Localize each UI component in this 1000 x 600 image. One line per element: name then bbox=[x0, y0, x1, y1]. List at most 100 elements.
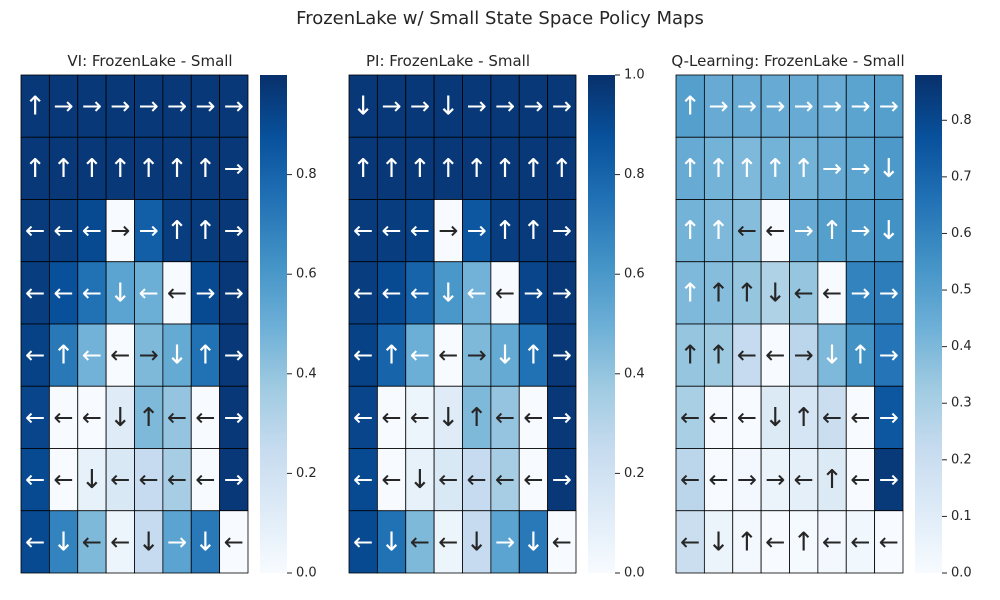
heatmap-cell bbox=[874, 74, 904, 138]
heatmap-cell bbox=[518, 385, 549, 449]
policy-arrow-up: ↑ bbox=[679, 216, 701, 246]
policy-arrow-left: ← bbox=[495, 403, 515, 431]
policy-arrow-down: ↓ bbox=[81, 465, 103, 495]
policy-arrow-right: → bbox=[879, 341, 899, 369]
policy-arrow-left: ← bbox=[850, 528, 870, 556]
heatmap-cell bbox=[48, 385, 79, 449]
heatmap-cell bbox=[703, 385, 734, 449]
policy-arrow-left: ← bbox=[82, 279, 102, 307]
heatmap-cell bbox=[845, 323, 876, 387]
heatmap-cell bbox=[462, 199, 492, 263]
colorbar-tick-label: 0.0 bbox=[624, 566, 645, 581]
policy-arrow-up: ↑ bbox=[138, 403, 160, 433]
heatmap-cell bbox=[105, 448, 135, 512]
policy-arrow-right: → bbox=[438, 217, 458, 245]
heatmap-cell bbox=[547, 261, 577, 325]
heatmap-cell bbox=[162, 261, 192, 325]
heatmap-cell bbox=[675, 74, 705, 138]
heatmap-cell bbox=[675, 385, 705, 449]
policy-arrow-left: ← bbox=[709, 466, 729, 494]
heatmap-cell bbox=[874, 199, 904, 263]
heatmap-cell bbox=[732, 136, 762, 200]
heatmap-cell bbox=[48, 323, 79, 387]
policy-arrow-up: ↑ bbox=[764, 154, 786, 184]
policy-arrow-left: ← bbox=[523, 403, 543, 431]
heatmap-panel-2: ↑ → → → → → → →↑ ↑ ↑ ↑ ↑ → → ↓↑ ↑ ← ← → ↑ → ↓↑ ↑ ↑ ↓ ← ← → →↑ ↑ ← ← → ↓ ↑ →… bbox=[675, 74, 972, 581]
heatmap-cell bbox=[190, 136, 221, 200]
policy-arrow-up: ↑ bbox=[551, 154, 573, 184]
policy-arrow-right: → bbox=[850, 92, 870, 120]
policy-arrow-up: ↑ bbox=[195, 216, 217, 246]
heatmap-cell bbox=[817, 510, 847, 574]
policy-arrow-left: ← bbox=[438, 341, 458, 369]
heatmap-cell bbox=[219, 323, 249, 387]
policy-arrow-right: → bbox=[794, 92, 814, 120]
policy-arrow-right: → bbox=[879, 466, 899, 494]
heatmap-cell bbox=[675, 448, 705, 512]
policy-arrow-down: ↓ bbox=[437, 278, 459, 308]
policy-arrow-left: ← bbox=[25, 279, 45, 307]
policy-arrow-left: ← bbox=[195, 466, 215, 494]
heatmap-cell bbox=[518, 448, 549, 512]
heatmap-cell bbox=[219, 74, 249, 138]
policy-arrow-up: ↑ bbox=[466, 403, 488, 433]
policy-arrow-right: → bbox=[879, 92, 899, 120]
heatmap-cell bbox=[77, 385, 107, 449]
policy-arrow-up: ↑ bbox=[523, 341, 545, 371]
policy-arrow-right: → bbox=[82, 92, 102, 120]
policy-arrow-up: ↑ bbox=[166, 154, 188, 184]
policy-arrow-left: ← bbox=[82, 528, 102, 556]
heatmap-cell bbox=[77, 199, 107, 263]
policy-arrow-left: ← bbox=[353, 528, 373, 556]
policy-arrow-left: ← bbox=[25, 403, 45, 431]
policy-arrow-left: ← bbox=[552, 528, 572, 556]
heatmap-cell bbox=[77, 136, 107, 200]
pi-panel-title: PI: FrozenLake - Small bbox=[366, 52, 530, 70]
heatmap-cell bbox=[134, 74, 164, 138]
heatmap-cell bbox=[845, 448, 876, 512]
policy-arrow-up: ↑ bbox=[793, 154, 815, 184]
policy-arrow-right: → bbox=[382, 92, 402, 120]
heatmap-cell bbox=[732, 385, 762, 449]
heatmap-cell bbox=[134, 448, 164, 512]
heatmap-cell bbox=[789, 74, 819, 138]
heatmap-cell bbox=[48, 510, 79, 574]
colorbar-tick-label: 0.8 bbox=[951, 113, 972, 128]
policy-arrow-down: ↓ bbox=[109, 278, 131, 308]
q-learning-panel-title: Q-Learning: FrozenLake - Small bbox=[671, 52, 905, 70]
policy-arrow-up: ↑ bbox=[708, 341, 730, 371]
policy-arrow-right: → bbox=[794, 341, 814, 369]
heatmap-cell bbox=[105, 385, 135, 449]
policy-arrow-left: ← bbox=[794, 466, 814, 494]
policy-arrow-right: → bbox=[467, 92, 487, 120]
policy-arrow-left: ← bbox=[382, 279, 402, 307]
policy-arrow-left: ← bbox=[822, 403, 842, 431]
policy-arrow-right: → bbox=[167, 92, 187, 120]
heatmap-cell bbox=[134, 385, 164, 449]
policy-arrow-left: ← bbox=[382, 466, 402, 494]
heatmap-cell bbox=[405, 199, 435, 263]
policy-arrow-right: → bbox=[850, 279, 870, 307]
heatmap-cell bbox=[547, 510, 577, 574]
policy-arrow-left: ← bbox=[680, 466, 700, 494]
policy-arrow-up: ↑ bbox=[736, 278, 758, 308]
heatmap-cell bbox=[348, 448, 378, 512]
policy-arrow-down: ↓ bbox=[381, 527, 403, 557]
heatmap-cell bbox=[703, 74, 734, 138]
policy-arrow-left: ← bbox=[25, 217, 45, 245]
policy-arrow-left: ← bbox=[495, 279, 515, 307]
policy-arrow-right: → bbox=[410, 92, 430, 120]
heatmap-cell bbox=[675, 323, 705, 387]
policy-arrow-up: ↑ bbox=[736, 154, 758, 184]
policy-arrow-up: ↑ bbox=[494, 216, 516, 246]
policy-arrow-right: → bbox=[224, 403, 244, 431]
heatmap-cell bbox=[219, 448, 249, 512]
heatmap-cell bbox=[105, 323, 135, 387]
heatmap-cell bbox=[789, 136, 819, 200]
policy-arrow-right: → bbox=[765, 466, 785, 494]
policy-arrow-right: → bbox=[822, 154, 842, 182]
policy-arrow-down: ↓ bbox=[109, 403, 131, 433]
policy-arrow-right: → bbox=[495, 528, 515, 556]
heatmap-cell bbox=[376, 136, 407, 200]
policy-arrow-right: → bbox=[467, 217, 487, 245]
